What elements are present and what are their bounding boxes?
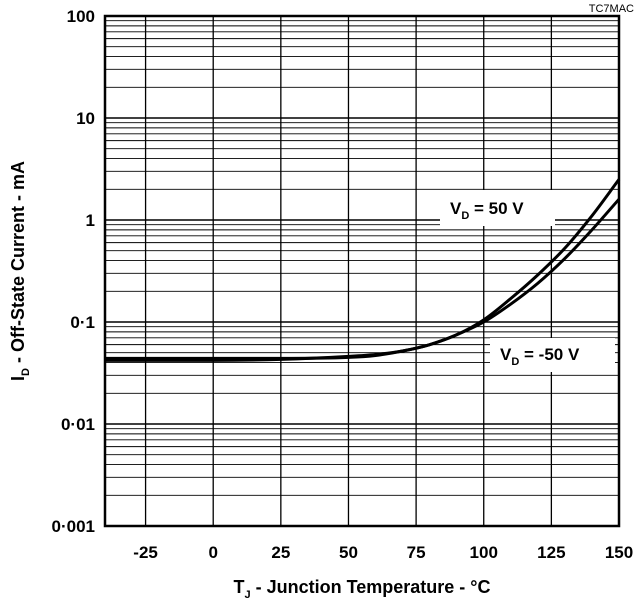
x-tick-label: -25 xyxy=(133,543,158,562)
x-tick-label: 25 xyxy=(271,543,290,562)
x-tick-label: 50 xyxy=(339,543,358,562)
label-box-minus50v xyxy=(490,338,615,372)
y-tick-label: 1 xyxy=(86,211,95,230)
label-box-50v xyxy=(440,190,555,226)
grid xyxy=(105,16,619,526)
y-axis-title: ID - Off-State Current - mA xyxy=(8,161,32,381)
series-label-50v: VD = 50 V xyxy=(450,199,524,222)
x-tick-label: 125 xyxy=(537,543,565,562)
plot-frame xyxy=(103,14,621,528)
x-axis-title: TJ - Junction Temperature - °C xyxy=(233,577,490,601)
x-tick-labels: -25 0 25 50 75 100 125 150 xyxy=(133,543,633,562)
series-label-minus50v: VD = -50 V xyxy=(500,345,580,368)
curves xyxy=(105,178,621,362)
y-tick-labels: 0·001 0·01 0·1 1 10 100 xyxy=(52,7,95,536)
series-line-1 xyxy=(105,198,621,362)
corner-label: TC7MAC xyxy=(589,3,634,15)
y-tick-label: 100 xyxy=(67,7,95,26)
x-tick-label: 75 xyxy=(407,543,426,562)
x-tick-label: 100 xyxy=(470,543,498,562)
x-tick-label: 150 xyxy=(605,543,633,562)
y-tick-label: 10 xyxy=(76,109,95,128)
y-tick-label: 0·001 xyxy=(52,517,95,536)
y-tick-label: 0·1 xyxy=(70,313,95,332)
x-tick-label: 0 xyxy=(208,543,217,562)
y-tick-label: 0·01 xyxy=(61,415,95,434)
